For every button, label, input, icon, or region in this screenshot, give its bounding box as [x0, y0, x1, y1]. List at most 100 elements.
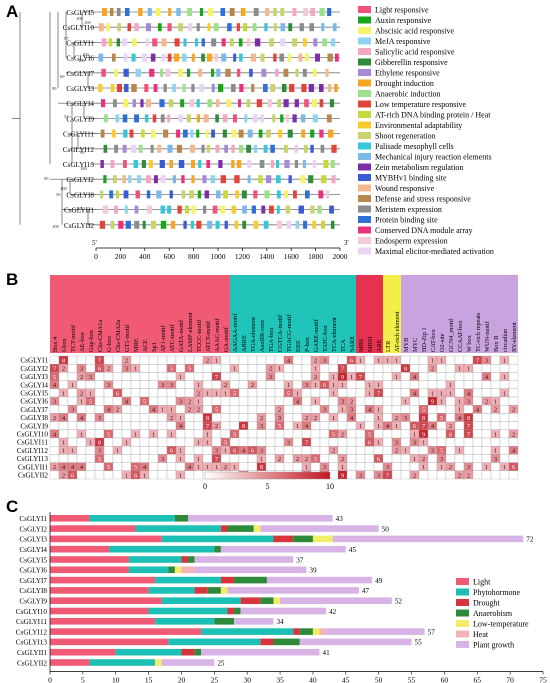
- bootstrap-value: 100: [84, 20, 92, 25]
- legend-label: Environmental adaptability: [375, 121, 462, 130]
- heatmap-cell-value: 1: [197, 382, 200, 389]
- heatmap-cell: [481, 437, 492, 447]
- heatmap-cell-value: 1: [71, 448, 74, 455]
- bar-segment: [194, 566, 307, 574]
- heatmap-cell-value: 3: [323, 464, 326, 471]
- bar-segment: [260, 525, 379, 532]
- bar-segment: [168, 638, 261, 646]
- heatmap-cell: [211, 364, 222, 373]
- heatmap-cell-value: 1: [278, 366, 281, 373]
- heatmap-cell: [247, 364, 258, 373]
- heatmap-cell-value: 2: [206, 358, 209, 365]
- cis-element-box: [260, 114, 265, 123]
- cis-element-box: [141, 129, 145, 138]
- cis-element-box: [135, 68, 142, 77]
- heatmap-cell-value: 3: [323, 407, 326, 414]
- heatmap-cell-value: 3: [80, 366, 83, 373]
- heatmap-cell: [292, 462, 303, 471]
- heatmap-cell: [121, 446, 132, 455]
- element-name: G-box: [106, 335, 113, 352]
- element-name: Chs-CMA2a: [115, 320, 122, 352]
- heatmap-cell: [256, 405, 267, 414]
- heatmap-cell: [184, 355, 195, 365]
- heatmap-cell: [364, 446, 375, 455]
- heatmap-cell: [76, 446, 87, 455]
- bar-segment: [135, 525, 221, 532]
- heatmap-cell: [418, 396, 429, 406]
- element-name: TC-rich repeats: [475, 312, 482, 352]
- x-tick-label: 70: [506, 676, 514, 683]
- bar-segment: [299, 638, 412, 646]
- heatmap-cell: [67, 372, 78, 381]
- heatmap-cell: [238, 437, 249, 447]
- legend-swatch: [358, 132, 371, 139]
- cis-element-box: [246, 38, 251, 47]
- heatmap-cell: [157, 388, 168, 398]
- heatmap-cell: [391, 364, 402, 373]
- heatmap-cell: [85, 355, 96, 365]
- heatmap-cell: [337, 446, 348, 455]
- heatmap-cell: [301, 405, 312, 414]
- legend-swatch: [456, 599, 469, 606]
- heatmap-cell: [265, 446, 276, 455]
- bootstrap-value: 99: [44, 176, 49, 181]
- cis-element-box: [172, 175, 177, 184]
- heatmap-cell: [481, 413, 492, 422]
- heatmap-cell-value: 7: [422, 423, 425, 430]
- heatmap-cell-value: 1: [404, 399, 407, 406]
- axis-tick-label: 1800: [308, 252, 323, 261]
- element-name: TCT-motif: [70, 324, 77, 352]
- bar-segment: [266, 576, 373, 584]
- cis-element-box: [308, 175, 314, 184]
- heatmap-gene-label: CsGLYI12: [17, 447, 49, 455]
- heatmap-cell: [166, 388, 177, 398]
- heatmap-cell: [337, 421, 348, 430]
- cis-element-box: [215, 220, 220, 229]
- heatmap-cell-value: 2: [296, 456, 299, 463]
- bar-segment: [174, 515, 189, 522]
- gene-label: CsGLYI3: [66, 85, 94, 93]
- heatmap-cell-value: 1: [395, 374, 398, 381]
- cis-element-box: [312, 114, 318, 123]
- heatmap-cell: [445, 454, 456, 463]
- heatmap-cell-value: 1: [179, 374, 182, 381]
- heatmap-cell-value: 9: [431, 399, 434, 406]
- bar-category-label: CsGLYI10: [16, 608, 48, 616]
- x-tick-label: 55: [408, 676, 416, 683]
- heatmap-cell: [175, 462, 186, 471]
- heatmap-cell: [436, 364, 447, 373]
- cis-element-box: [101, 38, 107, 47]
- element-name: AAGAA-motif: [232, 313, 239, 352]
- cis-element-box: [153, 84, 158, 92]
- cis-element-box: [253, 8, 259, 16]
- heatmap-cell-value: 6: [350, 358, 353, 365]
- heatmap-cell: [121, 429, 132, 439]
- heatmap-cell: [400, 437, 411, 447]
- heatmap-cell: [355, 462, 366, 471]
- cis-element-box: [222, 114, 228, 123]
- heatmap-cell: [85, 454, 96, 463]
- cis-element-box: [239, 53, 243, 62]
- heatmap-cell: [490, 421, 501, 430]
- heatmap-cell: [49, 470, 60, 480]
- cis-element-box: [294, 99, 299, 108]
- cis-element-box: [313, 38, 318, 47]
- cis-element-box: [115, 190, 120, 199]
- cis-element-box: [330, 38, 336, 47]
- heatmap-cell: [139, 372, 150, 381]
- cis-element-box: [122, 144, 127, 153]
- heatmap-cell-value: 4: [188, 464, 191, 471]
- cis-element-box: [118, 220, 124, 229]
- heatmap-cell: [454, 388, 465, 398]
- heatmap-cell: [400, 462, 411, 471]
- heatmap-cell-value: 1: [197, 399, 200, 406]
- heatmap-cell: [508, 396, 519, 406]
- cis-element-box: [332, 23, 337, 32]
- cis-element-box: [331, 144, 337, 153]
- cis-element-box: [161, 38, 167, 47]
- cis-element-box: [196, 99, 200, 108]
- heatmap-cell: [454, 380, 465, 389]
- cis-element-box: [303, 8, 309, 16]
- cis-element-box: [264, 23, 268, 32]
- heatmap-cell: [472, 421, 483, 430]
